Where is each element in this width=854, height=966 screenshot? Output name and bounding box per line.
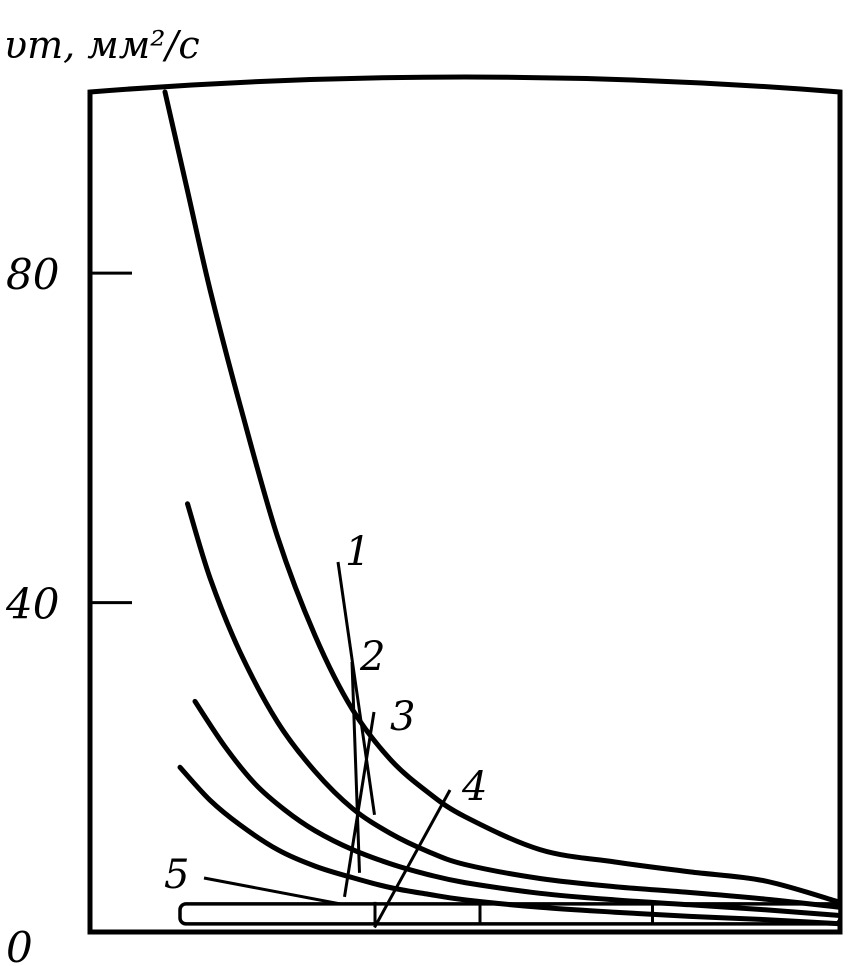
series-1-label: 1 [345, 529, 370, 575]
series-2-label: 2 [359, 634, 385, 680]
series-4-line [177, 764, 843, 927]
series-2-leader [350, 661, 361, 873]
plot-frame [87, 74, 843, 935]
series-3-label: 3 [390, 694, 415, 740]
series-1-line [162, 89, 843, 905]
series-5-leader [203, 876, 341, 906]
y-tick-label: 0 [6, 923, 33, 966]
series-3-line [192, 698, 843, 918]
y-tick-label: 80 [6, 250, 59, 299]
y-tick-label: 40 [5, 580, 59, 629]
series-1-leader [336, 561, 376, 816]
y-axis-title: υт, мм²/с [4, 23, 200, 67]
series-3-leader [343, 711, 376, 898]
series-4-leader [373, 789, 452, 929]
series-4-label: 4 [461, 764, 487, 810]
series-2-line [185, 501, 843, 910]
series-5-label: 5 [164, 852, 189, 898]
